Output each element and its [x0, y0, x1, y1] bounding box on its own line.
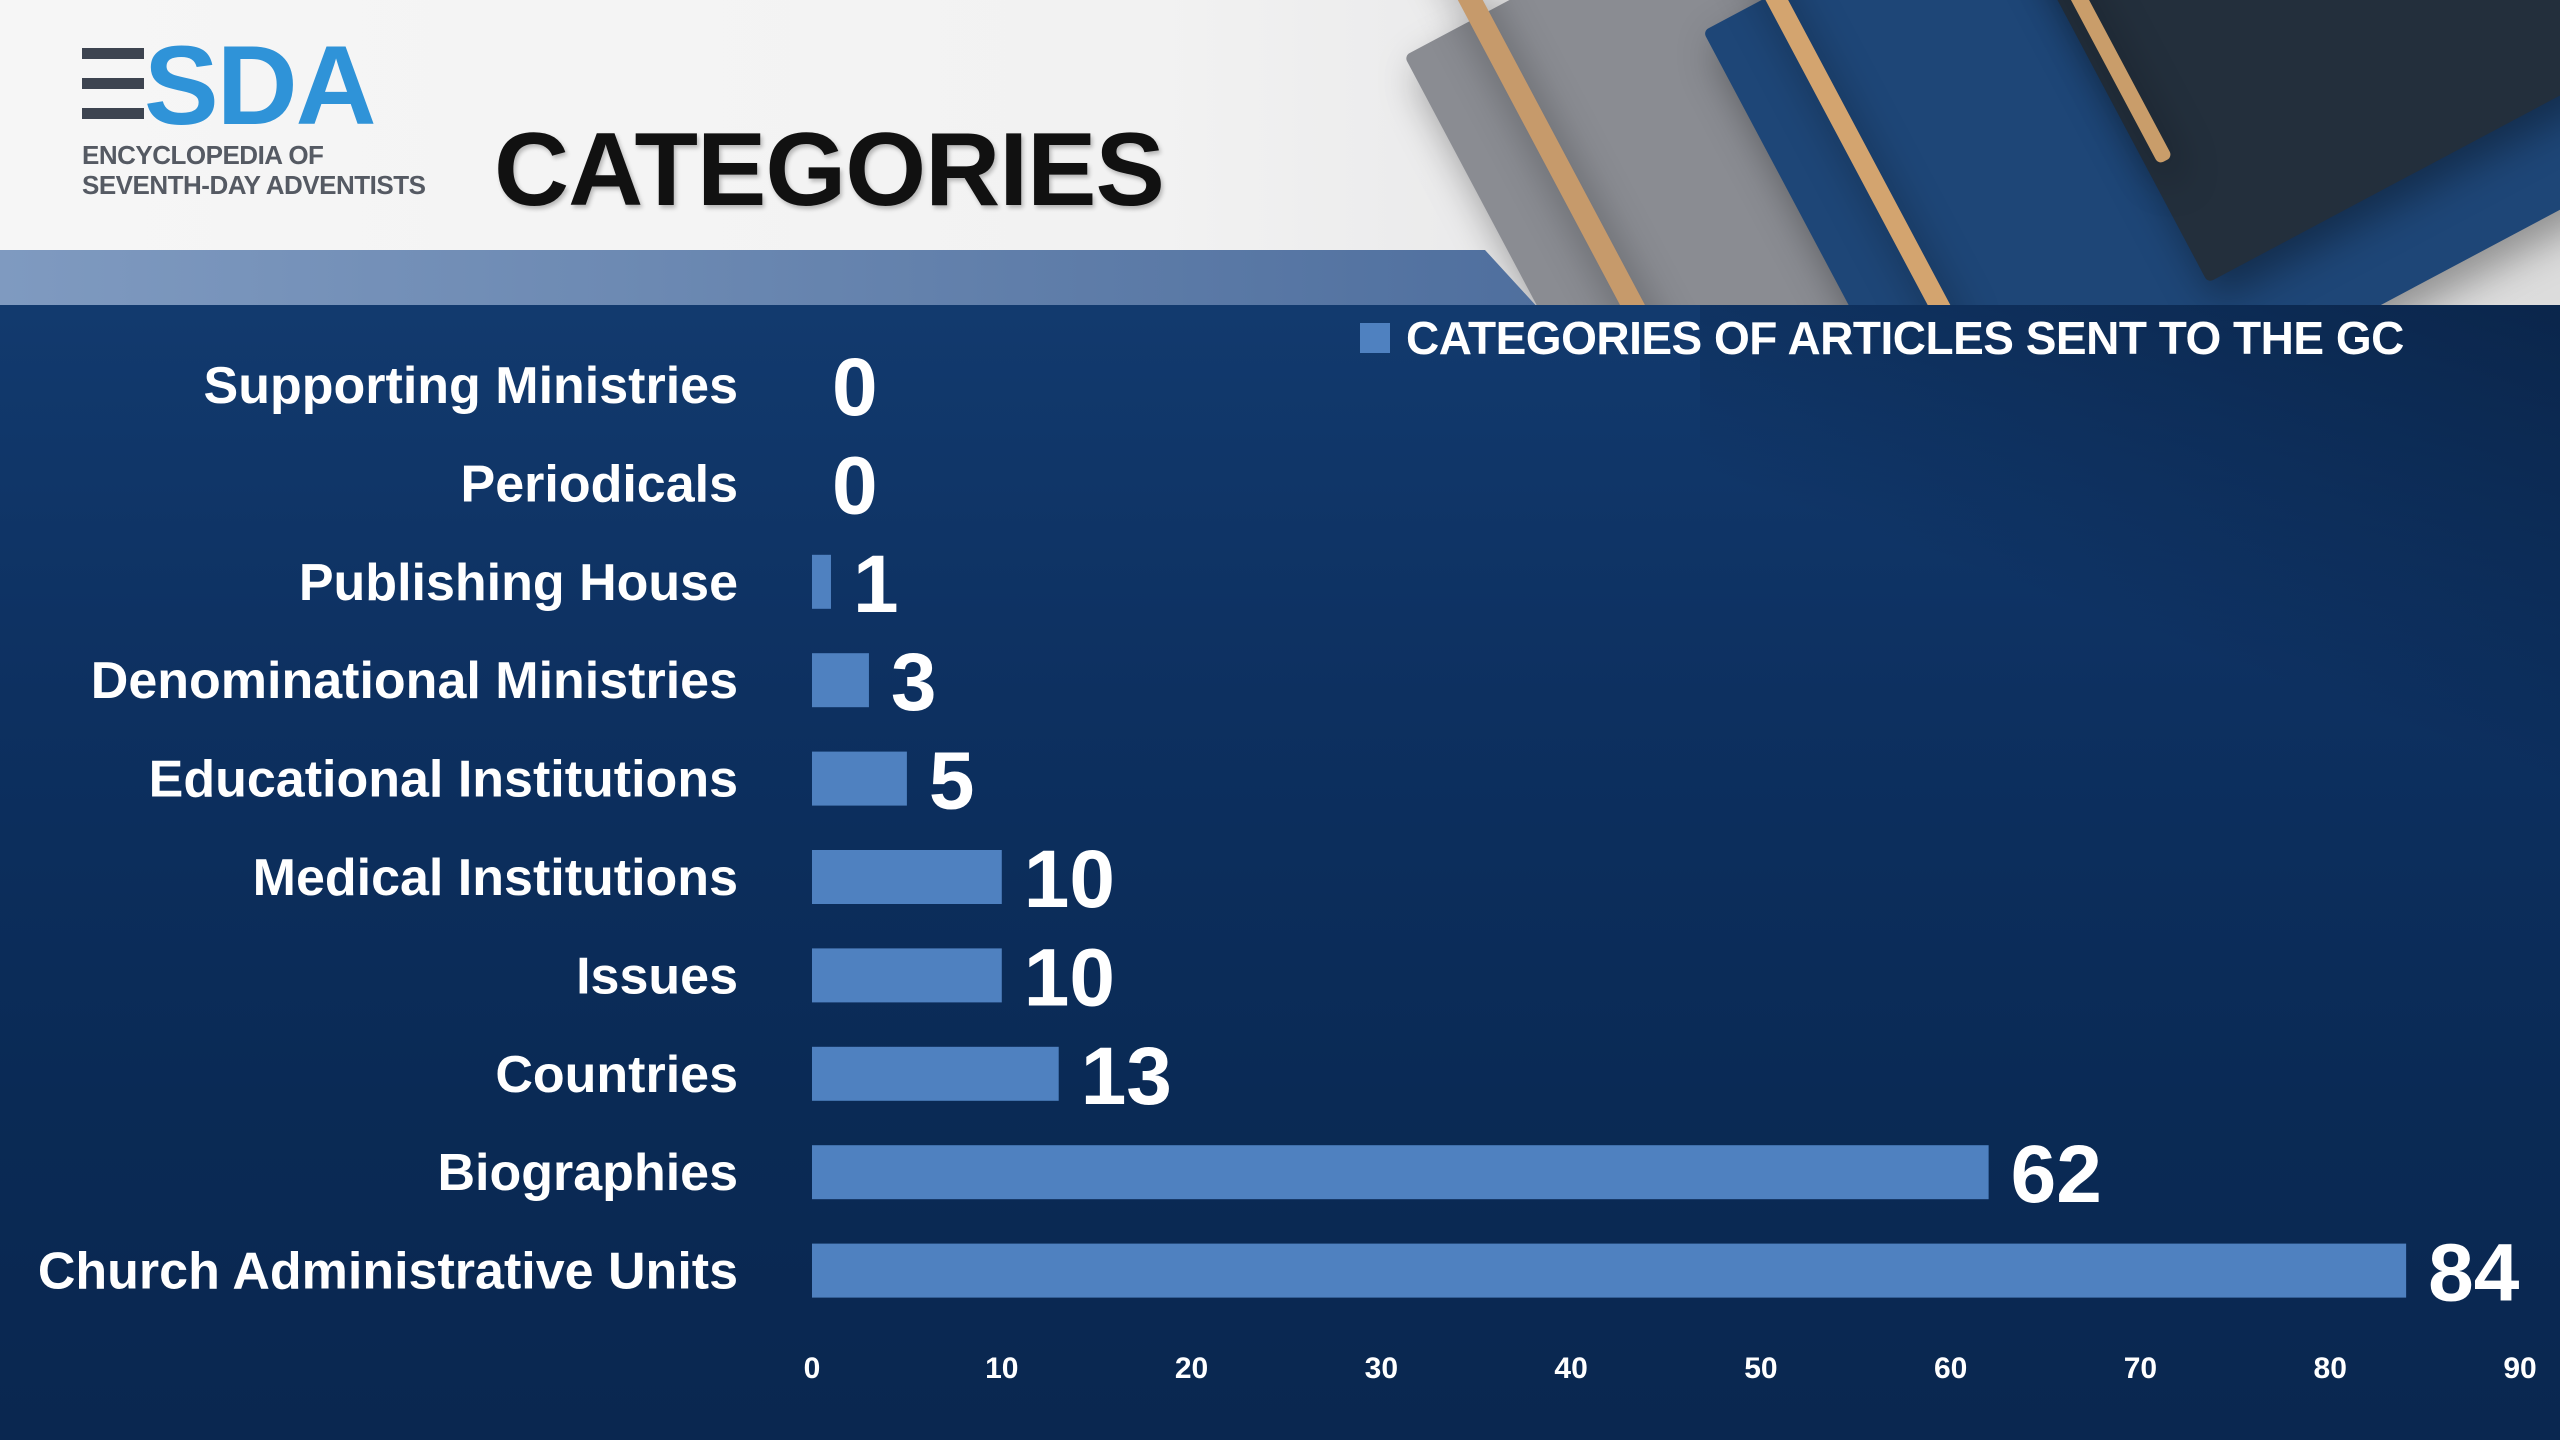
x-tick-label: 70	[2124, 1352, 2157, 1385]
logo-subtitle-line2: SEVENTH-DAY ADVENTISTS	[82, 170, 426, 200]
x-tick-label: 10	[985, 1352, 1018, 1385]
x-tick-label: 0	[804, 1352, 821, 1385]
x-tick-label: 60	[1934, 1352, 1967, 1385]
data-label: 3	[891, 637, 937, 728]
category-label: Periodicals	[461, 455, 738, 513]
esda-logo: SDA ENCYCLOPEDIA OF SEVENTH-DAY ADVENTIS…	[82, 26, 426, 210]
accent-strip	[0, 250, 1540, 310]
bar	[812, 653, 869, 708]
logo-wordmark: SDA	[144, 23, 376, 148]
chart-legend: CATEGORIES OF ARTICLES SENT TO THE GC	[1360, 308, 2404, 368]
x-tick-label: 30	[1365, 1352, 1398, 1385]
bar	[812, 1243, 2407, 1298]
category-label: Publishing House	[299, 554, 738, 612]
x-tick-label: 80	[2314, 1352, 2347, 1385]
page-title: CATEGORIES	[494, 112, 1165, 228]
data-label: 10	[1024, 834, 1115, 925]
category-label: Supporting Ministries	[204, 357, 738, 415]
bar	[812, 554, 831, 609]
logo-subtitle-line1: ENCYCLOPEDIA OF	[82, 140, 324, 170]
legend-label: CATEGORIES OF ARTICLES SENT TO THE GC	[1406, 312, 2404, 364]
data-label: 62	[2011, 1129, 2102, 1220]
x-tick-label: 40	[1554, 1352, 1587, 1385]
data-label: 13	[1081, 1031, 1172, 1122]
data-label: 10	[1024, 932, 1115, 1023]
category-label: Denominational Ministries	[91, 652, 738, 710]
logo-subtitle: ENCYCLOPEDIA OF SEVENTH-DAY ADVENTISTS	[82, 140, 426, 200]
category-label: Church Administrative Units	[38, 1243, 738, 1301]
bar	[812, 751, 907, 806]
category-label: Biographies	[438, 1144, 739, 1202]
category-label: Medical Institutions	[253, 849, 738, 907]
data-label: 84	[2428, 1228, 2520, 1319]
panel-shade	[1700, 305, 2560, 805]
x-tick-label: 20	[1175, 1352, 1208, 1385]
bar	[812, 1145, 1989, 1200]
category-label: Educational Institutions	[149, 751, 738, 809]
x-tick-label: 50	[1744, 1352, 1777, 1385]
bar	[812, 948, 1002, 1003]
menu-lines-icon	[82, 48, 144, 128]
bar	[812, 1046, 1059, 1101]
x-tick-label: 90	[2503, 1352, 2536, 1385]
category-label: Issues	[576, 947, 738, 1005]
bar	[812, 850, 1002, 904]
data-label: 0	[832, 440, 878, 531]
category-label: Countries	[495, 1046, 738, 1104]
legend-swatch	[1360, 323, 1390, 353]
data-label: 5	[929, 736, 975, 827]
data-label: 1	[853, 539, 899, 630]
data-label: 0	[832, 342, 878, 433]
